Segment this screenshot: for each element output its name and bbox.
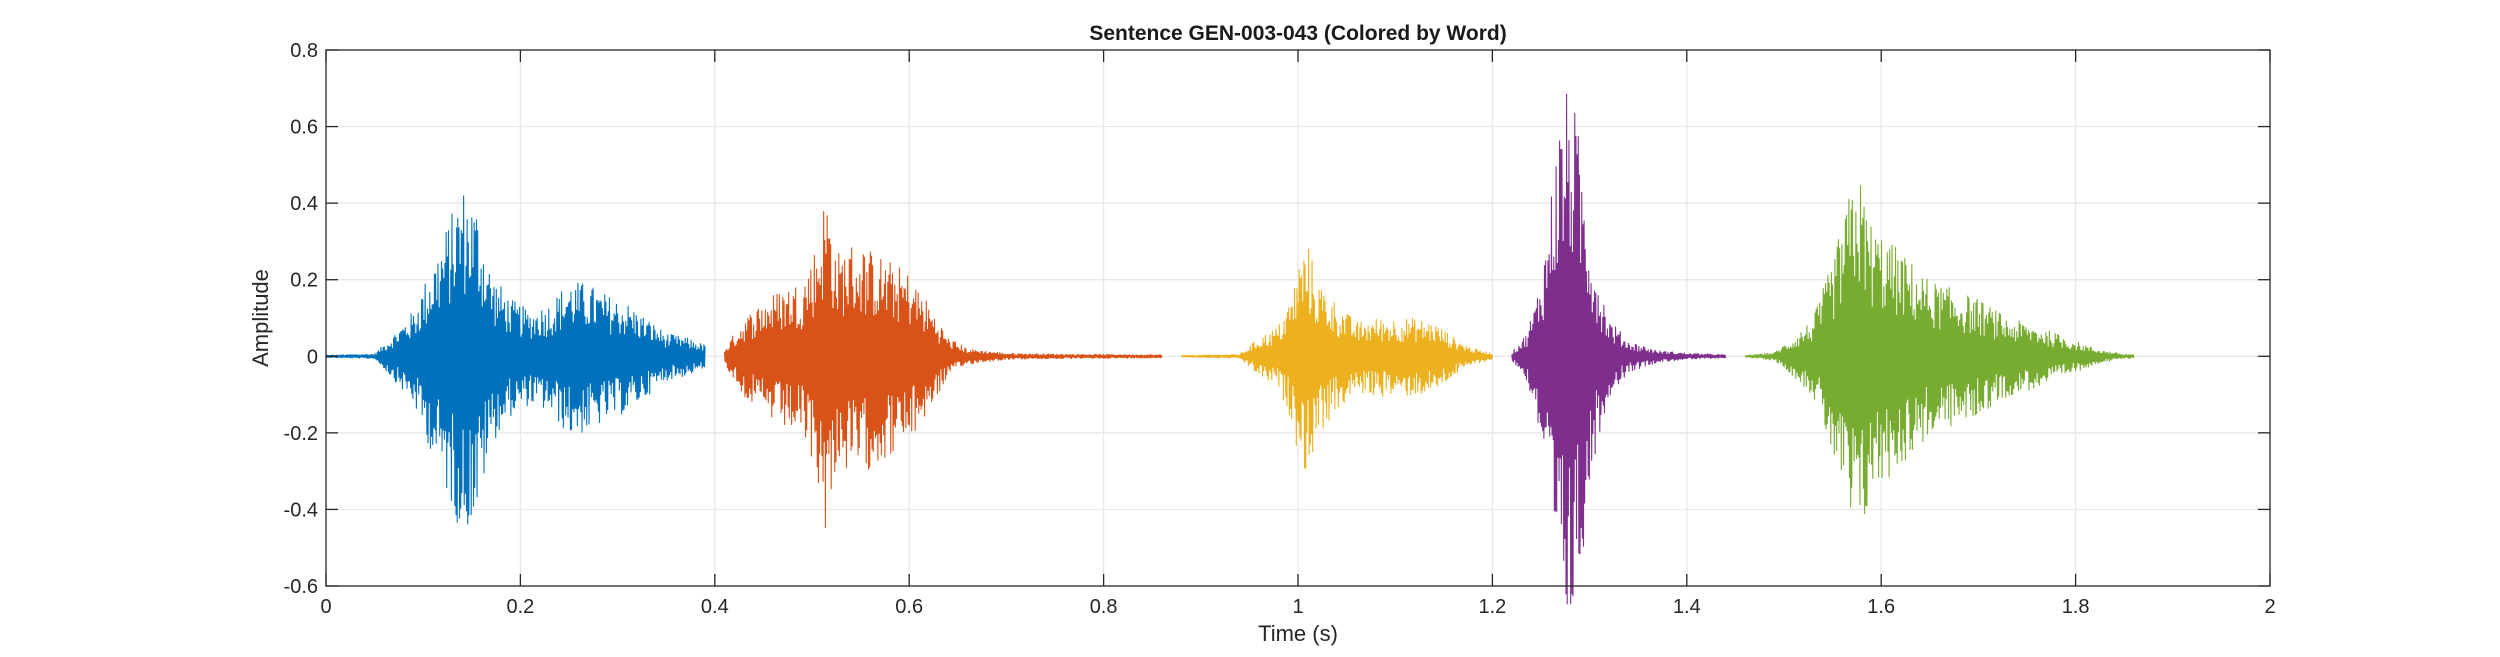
- y-tick-label: 0.2: [290, 270, 318, 292]
- waveform-word-5: [1744, 185, 2135, 515]
- chart-title: Sentence GEN-003-043 (Colored by Word): [1089, 22, 1506, 45]
- x-tick-label: 1.4: [1673, 596, 1701, 618]
- waveform-series: [325, 93, 2135, 605]
- x-tick-label: 0.8: [1090, 596, 1118, 618]
- x-tick-label: 0: [320, 596, 331, 618]
- y-tick-label: -0.6: [284, 576, 318, 598]
- waveform-word-1: [325, 195, 706, 525]
- x-tick-label: 0.4: [701, 596, 729, 618]
- y-tick-label: 0.8: [290, 40, 318, 62]
- x-tick-label: 2: [2264, 596, 2275, 618]
- x-tick-label: 0.2: [506, 596, 534, 618]
- x-tick-label: 1.6: [1867, 596, 1895, 618]
- y-tick-label: -0.2: [284, 423, 318, 445]
- x-tick-label: 1.8: [2062, 596, 2090, 618]
- x-tick-label: 1: [1292, 596, 1303, 618]
- y-tick-label: -0.4: [284, 499, 318, 521]
- x-ticks: 0 0.2 0.4 0.6 0.8 1 1.2 1.4 1.6 1.8 2: [320, 50, 2276, 618]
- y-tick-label: 0.4: [290, 193, 318, 215]
- y-ticks: -0.6 -0.4 -0.2 0 0.2 0.4 0.6 0.8: [284, 40, 2270, 598]
- x-axis-label: Time (s): [1258, 621, 1338, 646]
- x-tick-label: 0.6: [895, 596, 923, 618]
- y-tick-label: 0: [307, 346, 318, 368]
- x-tick-label: 1.2: [1478, 596, 1506, 618]
- waveform-word-4: [1511, 93, 1727, 605]
- waveform-word-3: [1180, 248, 1493, 470]
- grid: [326, 50, 2270, 586]
- y-axis-label: Amplitude: [248, 269, 273, 367]
- waveform-word-2: [723, 210, 1163, 529]
- y-tick-label: 0.6: [290, 117, 318, 139]
